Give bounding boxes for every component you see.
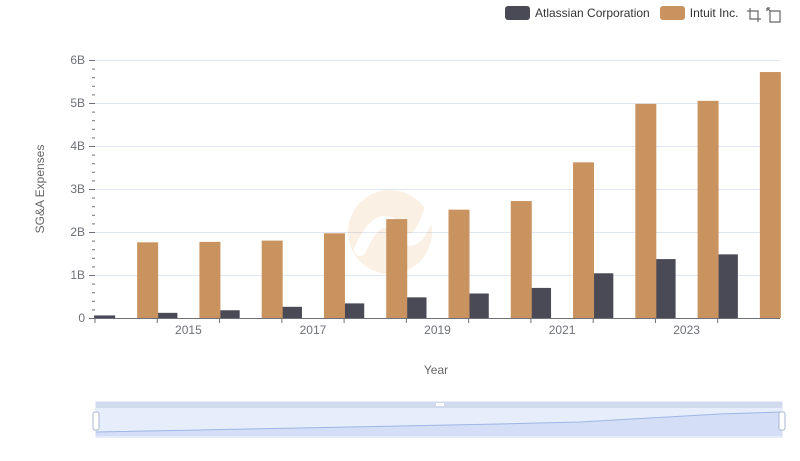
bar-atlassian-2022[interactable] — [592, 273, 614, 318]
y-tick-label: 1B — [70, 268, 85, 282]
chart-toolbox — [746, 7, 786, 23]
bar-intuit-2018[interactable] — [386, 219, 408, 318]
bar-atlassian-2024[interactable] — [716, 254, 738, 318]
data-zoom-slider[interactable] — [92, 401, 786, 438]
bars — [94, 72, 781, 318]
legend-label-atlassian: Atlassian Corporation — [535, 6, 650, 20]
bar-intuit-2016[interactable] — [261, 240, 283, 318]
x-tick-label: 2021 — [549, 323, 576, 337]
slider-preview-line — [95, 411, 783, 433]
bar-intuit-2023[interactable] — [697, 100, 719, 318]
bar-atlassian-2023[interactable] — [654, 259, 676, 318]
slider-handle-left[interactable] — [92, 411, 100, 431]
bar-atlassian-2020[interactable] — [467, 293, 489, 318]
x-axis-ticks: 2015 2017 2019 2021 2023 — [94, 318, 719, 337]
x-tick-label: 2023 — [673, 323, 700, 337]
legend-item-atlassian[interactable]: Atlassian Corporation — [505, 6, 650, 20]
bar-atlassian-2016[interactable] — [218, 310, 240, 318]
bar-intuit-2024[interactable] — [759, 72, 781, 318]
slider-drag-grip — [436, 403, 444, 406]
y-axis-title: SG&A Expenses — [33, 145, 47, 234]
legend-swatch-intuit — [659, 6, 685, 20]
y-tick-label: 0 — [78, 311, 85, 325]
zoom-icon[interactable] — [746, 7, 762, 23]
restore-icon[interactable] — [766, 7, 782, 23]
bar-intuit-2014[interactable] — [137, 242, 159, 318]
bar-atlassian-2015[interactable] — [156, 312, 178, 318]
x-tick-label: 2017 — [300, 323, 327, 337]
bar-atlassian-2014[interactable] — [94, 315, 116, 318]
bar-atlassian-2021[interactable] — [530, 287, 552, 318]
y-tick-label: 4B — [70, 139, 85, 153]
bar-atlassian-2019[interactable] — [405, 297, 427, 318]
x-tick-label: 2015 — [175, 323, 202, 337]
bar-intuit-2022[interactable] — [635, 103, 657, 318]
bar-intuit-2019[interactable] — [448, 209, 470, 318]
y-tick-label: 6B — [70, 53, 85, 67]
bar-atlassian-2018[interactable] — [343, 303, 365, 318]
slider-preview-area — [96, 412, 782, 436]
legend-swatch-atlassian — [505, 6, 530, 20]
series-intuit — [137, 72, 781, 318]
x-axis-title: Year — [424, 363, 448, 377]
grid-lines — [95, 60, 780, 276]
bar-atlassian-2017[interactable] — [280, 306, 302, 318]
y-axis-ticks: 0 1B 2B 3B 4B 5B 6B — [70, 53, 95, 325]
series-atlassian — [94, 254, 738, 318]
y-tick-label: 3B — [70, 182, 85, 196]
legend-label-intuit: Intuit Inc. — [689, 6, 739, 20]
legend: Atlassian Corporation Intuit Inc. — [505, 3, 748, 23]
y-tick-label: 5B — [70, 96, 85, 110]
legend-item-intuit[interactable]: Intuit Inc. — [659, 6, 739, 20]
bar-intuit-2021[interactable] — [573, 162, 595, 318]
bar-intuit-2020[interactable] — [510, 201, 532, 318]
bar-intuit-2017[interactable] — [323, 233, 345, 318]
y-tick-label: 2B — [70, 225, 85, 239]
x-tick-label: 2019 — [424, 323, 451, 337]
slider-handle-right[interactable] — [778, 411, 786, 431]
bar-intuit-2015[interactable] — [199, 241, 221, 318]
